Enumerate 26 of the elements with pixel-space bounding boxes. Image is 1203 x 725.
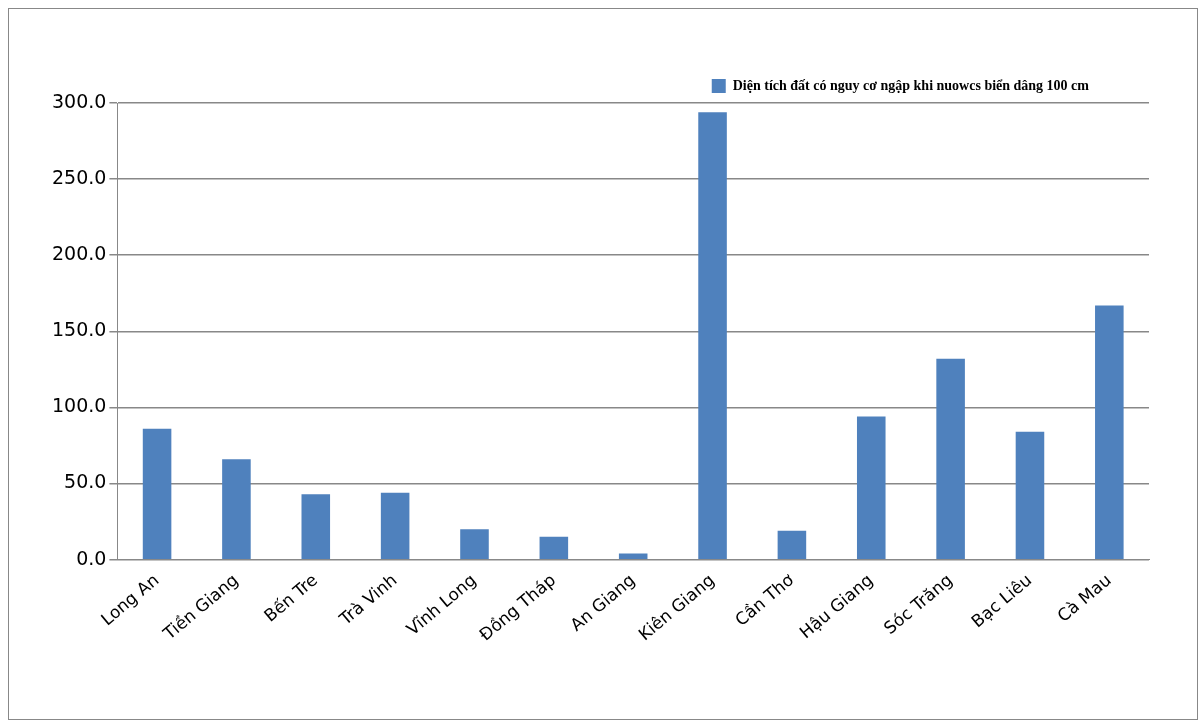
bar <box>618 553 648 559</box>
legend-label: Diện tích đất có nguy cơ ngập khi nuowcs biển dâng 100 cm <box>732 77 1090 93</box>
y-tick-label: 200.0 <box>51 242 107 265</box>
bar <box>856 416 886 559</box>
x-tick-label: Trà Vinh <box>334 569 401 630</box>
bar <box>777 530 807 559</box>
bar <box>1095 305 1124 559</box>
bar <box>301 494 331 559</box>
x-tick-label: Cần Thơ <box>730 569 798 630</box>
bar <box>1015 431 1045 559</box>
bar <box>380 492 410 559</box>
y-tick-label: 250.0 <box>51 166 107 189</box>
y-tick-label: 0.0 <box>76 546 107 569</box>
bar <box>222 459 251 559</box>
x-tick-label: Cà Mau <box>1053 569 1115 626</box>
y-tick-label: 100.0 <box>51 394 107 417</box>
y-tick-label: 150.0 <box>51 318 107 341</box>
x-tick-label: Bạc Liêu <box>967 569 1036 632</box>
x-tick-label: Bến Tre <box>259 569 322 626</box>
bar <box>539 536 569 559</box>
bar <box>936 358 965 559</box>
y-tick-label: 300.0 <box>51 89 107 112</box>
bar <box>460 529 489 559</box>
bar <box>698 112 727 559</box>
y-tick-label: 50.0 <box>64 470 107 493</box>
bar <box>142 428 172 559</box>
